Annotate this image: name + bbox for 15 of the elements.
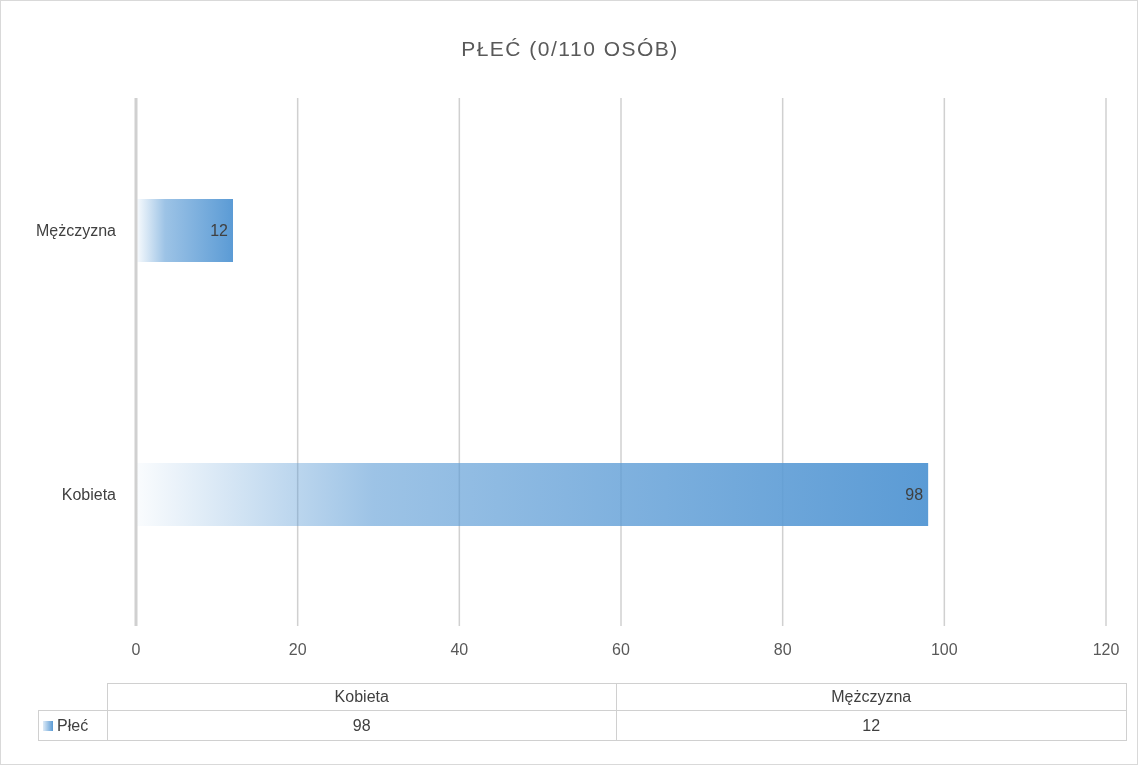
x-tick-label: 120 (1092, 641, 1120, 659)
x-tick-label: 40 (450, 641, 469, 659)
category-label: Mężczyzna (831, 688, 912, 705)
category-label: Kobieta (334, 688, 389, 705)
chart-title: PŁEĆ (0/110 OSÓB) (460, 37, 680, 61)
x-tick-label: 0 (131, 641, 141, 659)
text: 98 (107, 710, 617, 741)
x-tick-label: 60 (612, 641, 630, 659)
legend-label: Płeć (38, 710, 107, 741)
x-tick-label: 100 (930, 641, 958, 659)
text: 12 (616, 710, 1126, 741)
data-label: 98 (905, 486, 924, 504)
x-tick-label: 80 (773, 641, 792, 659)
x-tick-label: 20 (288, 641, 307, 659)
data-label: 12 (210, 222, 229, 240)
